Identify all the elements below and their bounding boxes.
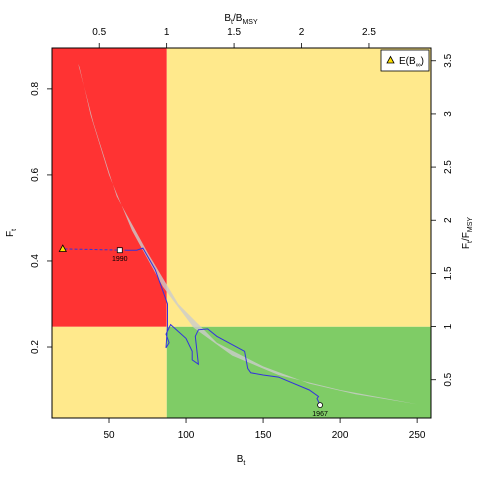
top-tick-label: 2.5	[362, 27, 376, 38]
y-tick-label: 0.4	[30, 254, 41, 268]
top-tick-label: 1	[164, 27, 170, 38]
end-year-label: 1990	[112, 256, 128, 263]
right-tick-label: 2.5	[443, 160, 454, 174]
year-markers	[58, 244, 323, 408]
x-axis-title: Bt	[237, 454, 246, 467]
top-tick-label: 2	[299, 27, 305, 38]
legend-box	[380, 49, 430, 72]
sustainable-zone	[166, 326, 432, 418]
x-tick-label: 100	[178, 430, 195, 441]
plot-frame	[51, 47, 432, 419]
legend: E(B∞)	[380, 49, 430, 72]
top-tick-label: 0.5	[92, 27, 106, 38]
right-axis-ticks: 0.5 1 1.5 2 2.5 3 3.5	[431, 53, 454, 387]
top-axis-ticks: 0.5 1 1.5 2 2.5	[92, 27, 376, 48]
trajectory	[62, 247, 321, 406]
x-tick-label: 250	[409, 430, 426, 441]
right-axis-title: Ft/FMSY	[461, 217, 474, 249]
y-tick-label: 0.6	[30, 168, 41, 182]
overfished-overfishing-zone	[52, 48, 167, 327]
end-point-marker	[116, 247, 123, 254]
right-tick-label: 1	[443, 323, 454, 329]
overfished-zone	[52, 326, 167, 418]
x-tick-label: 150	[255, 430, 272, 441]
legend-label: E(B∞)	[399, 56, 424, 69]
y-tick-label: 0.8	[30, 81, 41, 95]
x-tick-label: 200	[332, 430, 349, 441]
y-axis-title: Ft	[5, 229, 18, 237]
right-tick-label: 1.5	[443, 266, 454, 280]
start-year-label: 1967	[312, 411, 328, 418]
start-point-marker	[317, 402, 323, 408]
overfishing-zone	[166, 48, 432, 327]
equilibrium-marker	[58, 244, 67, 252]
y-tick-label: 0.2	[30, 340, 41, 354]
right-tick-label: 3.5	[443, 53, 454, 67]
x-tick-label: 50	[103, 430, 115, 441]
y-axis-ticks: 0.2 0.4 0.6 0.8	[30, 81, 52, 354]
legend-triangle-icon	[386, 55, 395, 64]
trajectory-line	[127, 247, 321, 406]
top-tick-label: 1.5	[227, 27, 241, 38]
projection-line	[62, 248, 128, 251]
right-tick-label: 2	[443, 217, 454, 223]
x-axis-ticks: 50 100 150 200 250	[103, 418, 426, 441]
top-axis-title: Bt/BMSY	[224, 13, 258, 26]
right-tick-label: 3	[443, 111, 454, 117]
right-tick-label: 0.5	[443, 372, 454, 386]
